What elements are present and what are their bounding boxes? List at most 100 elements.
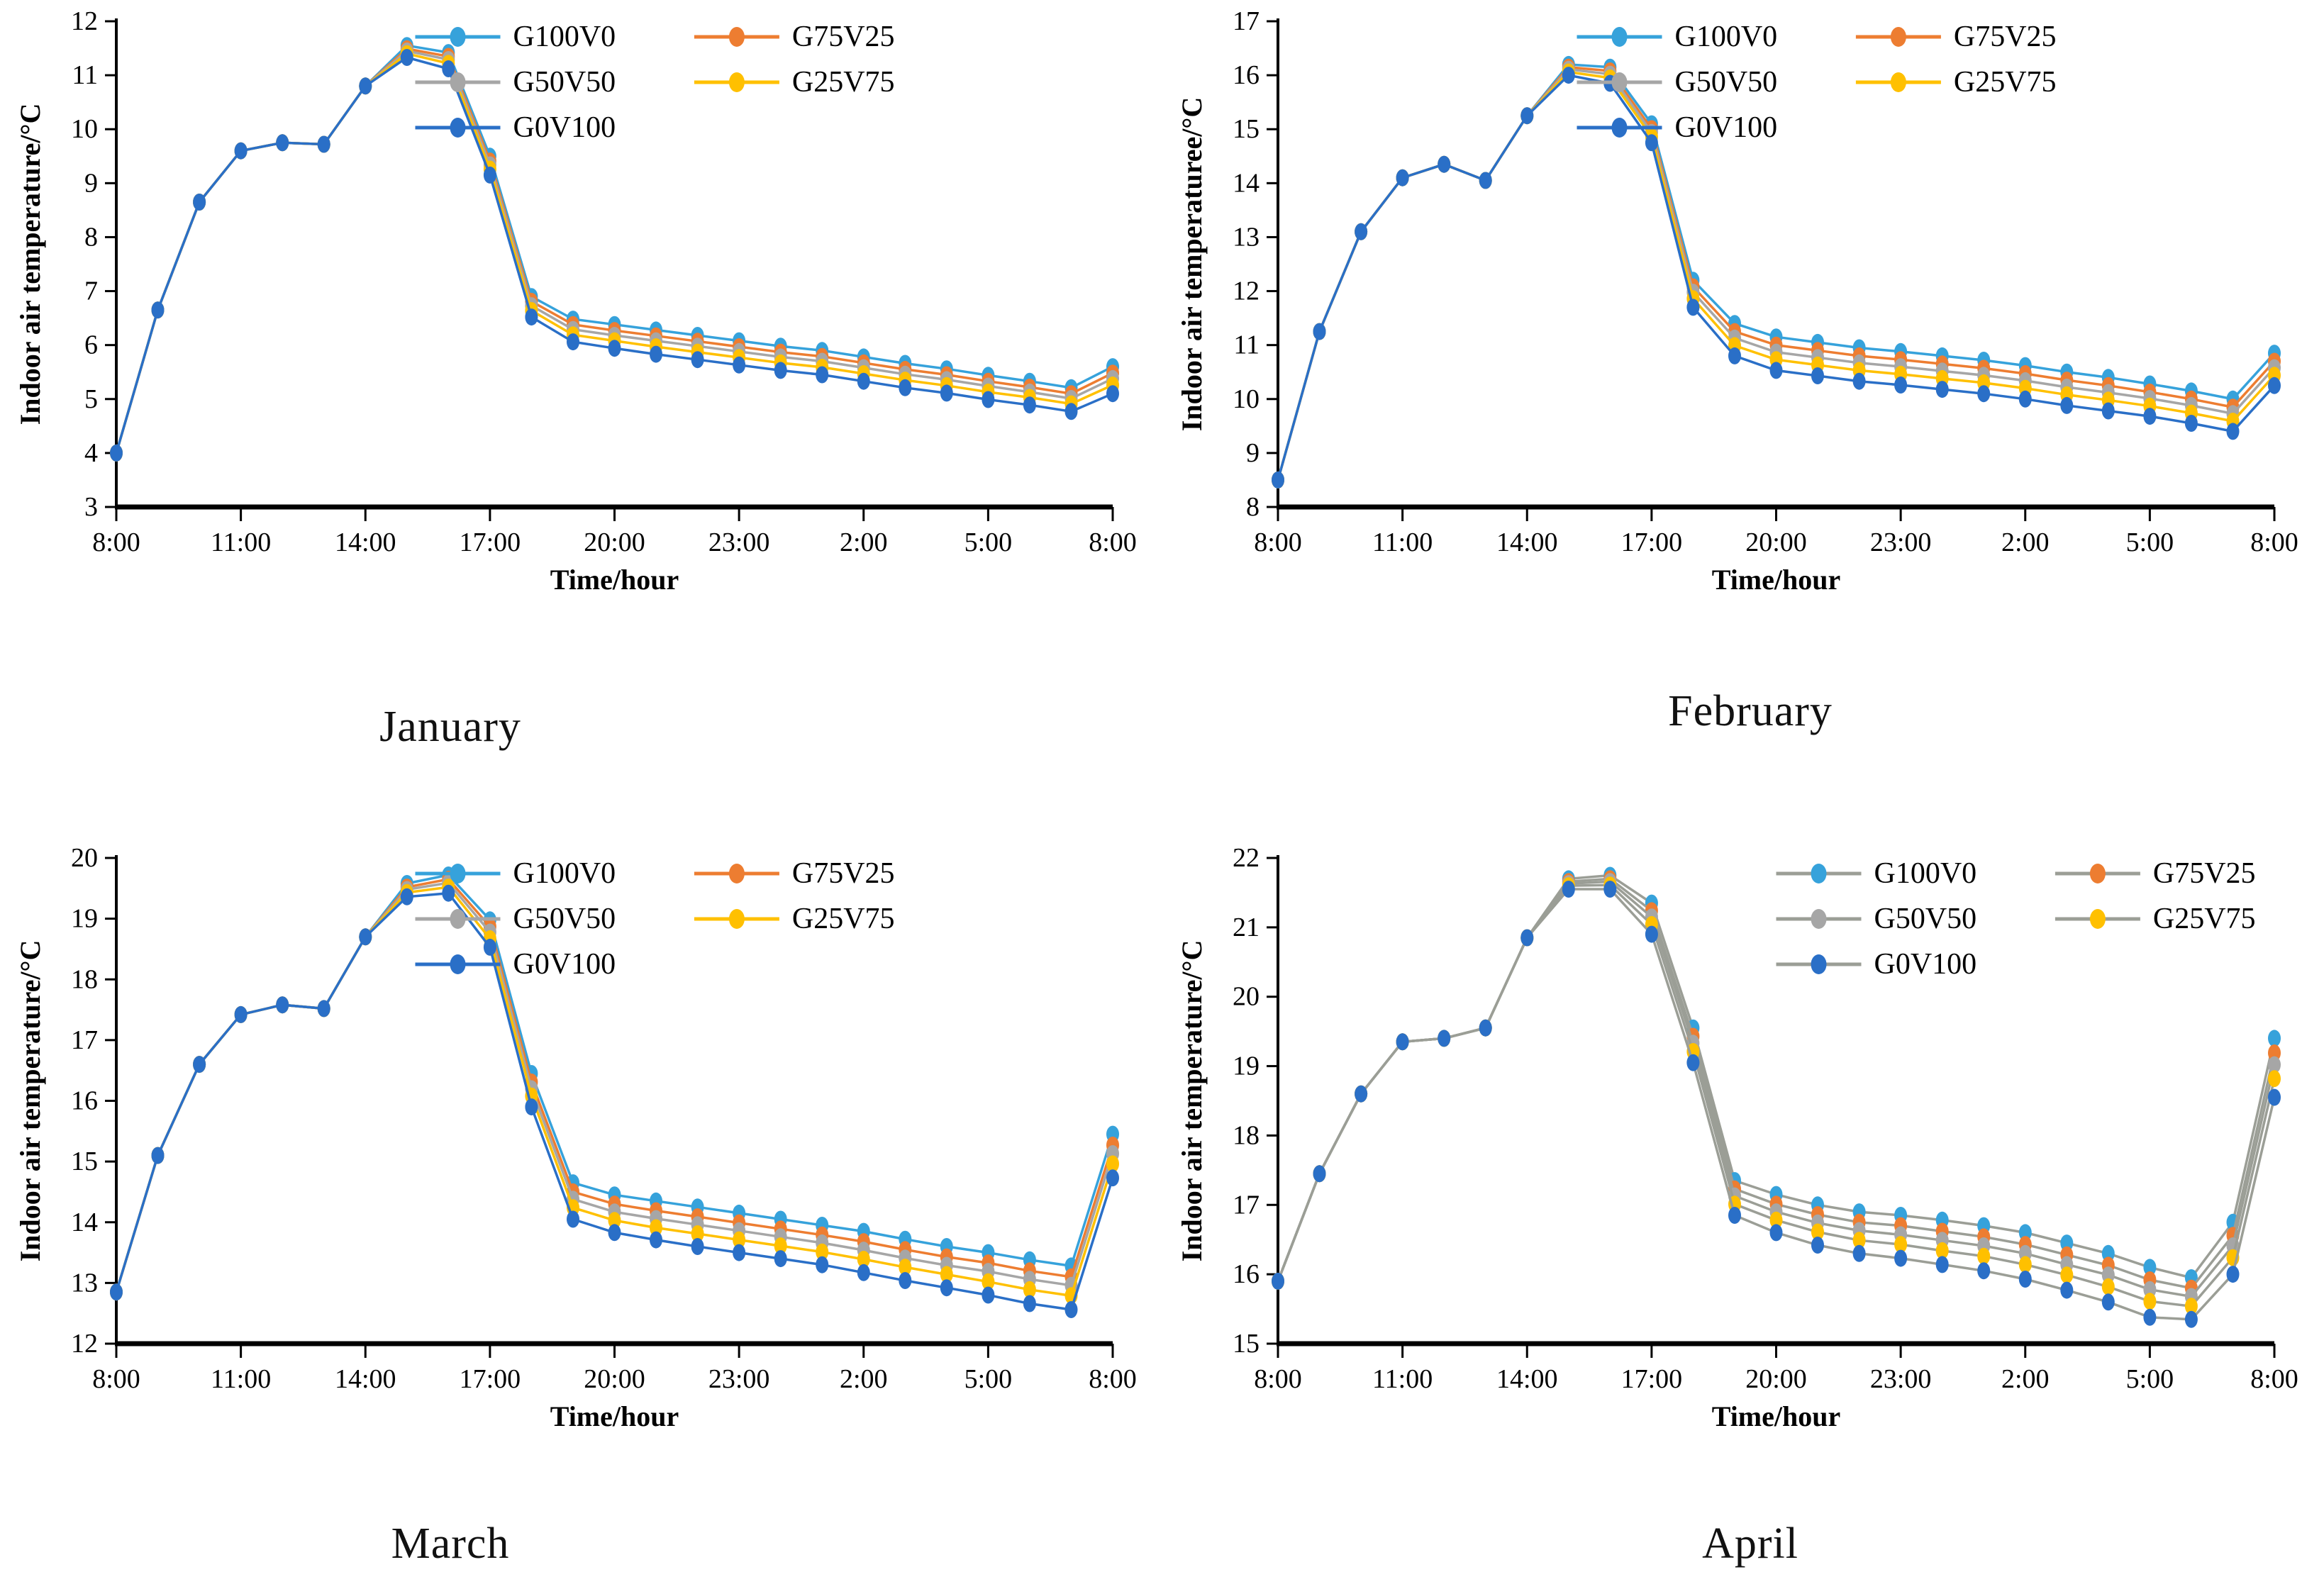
x-tick-label: 11:00 [1372, 1364, 1433, 1394]
data-point-G50V50 [2143, 1281, 2157, 1298]
chart-cell-january: 3 4 5 6 7 8 9 10 11 12 8:00 11:00 14:00 17:00 20:00 23:… [0, 0, 1162, 794]
legend-label: G0V100 [1874, 948, 1977, 981]
legend-marker [1811, 864, 1827, 883]
data-point-G0V100 [1064, 1301, 1078, 1318]
data-point-G0V100 [1645, 925, 1658, 943]
data-point-G0V100 [1852, 372, 1866, 390]
data-point-G0V100 [1438, 155, 1451, 173]
y-tick-label: 19 [71, 904, 98, 934]
data-point-G0V100 [1272, 1272, 1284, 1290]
data-point-G0V100 [1852, 1244, 1866, 1262]
data-point-G25V75 [1977, 1247, 1991, 1265]
data-point-G0V100 [1603, 881, 1617, 898]
y-tick-label: 12 [1233, 277, 1260, 306]
series-line-G75V25 [115, 47, 1113, 454]
data-point-G0V100 [1023, 1295, 1036, 1312]
y-tick-label: 13 [1233, 222, 1260, 252]
x-tick-label: 14:00 [1496, 528, 1558, 557]
data-point-G25V75 [2268, 1070, 2281, 1088]
y-tick-label: 16 [1233, 1259, 1260, 1289]
series-line-G100V0 [115, 44, 1113, 454]
legend-item-G0V100: G0V100 [415, 948, 616, 981]
series-line-G25V75 [1277, 883, 2276, 1308]
y-tick-label: 21 [1233, 913, 1260, 942]
y-axis-label: Indoor air temperature/°C [14, 940, 46, 1262]
data-point-G0V100 [982, 1286, 995, 1304]
data-point-G0V100 [2184, 415, 2198, 432]
data-point-G0V100 [1562, 67, 1575, 84]
legend-label: G25V75 [792, 66, 895, 99]
y-tick-label: 15 [71, 1147, 98, 1176]
x-axis-label: Time/hour [550, 564, 679, 596]
y-tick-label: 16 [71, 1086, 98, 1116]
data-point-G0V100 [2143, 408, 2157, 425]
y-tick-label: 5 [84, 384, 98, 414]
data-point-G0V100 [1396, 169, 1409, 186]
x-tick-label: 17:00 [1621, 528, 1683, 557]
data-point-G25V75 [1811, 1223, 1824, 1241]
data-point-G0V100 [733, 356, 746, 374]
chart-cell-march: 12 13 14 15 16 17 18 19 20 8:00 11:00 14:00 17:00 20:… [0, 794, 1162, 1589]
legend-item-G75V25: G75V25 [2055, 857, 2256, 890]
y-tick-label: 10 [71, 114, 98, 144]
data-point-G0V100 [2018, 1271, 2032, 1288]
y-tick-label: 20 [1233, 982, 1260, 1012]
y-tick-label: 15 [1233, 1329, 1260, 1359]
data-point-G0V100 [2143, 1308, 2157, 1326]
data-point-G0V100 [110, 444, 123, 462]
data-point-G25V75 [733, 1231, 746, 1249]
legend-label: G50V50 [513, 66, 616, 99]
data-point-G0V100 [400, 49, 413, 66]
legend-item-G25V75: G25V75 [694, 903, 895, 935]
data-point-G0V100 [442, 884, 455, 902]
legend-label: G75V25 [792, 21, 895, 53]
data-point-G0V100 [1645, 134, 1658, 152]
data-point-G100V0 [2101, 1244, 2115, 1262]
data-point-G0V100 [1355, 1085, 1368, 1103]
data-point-G0V100 [899, 379, 912, 396]
x-tick-label: 8:00 [1254, 528, 1302, 557]
data-point-G0V100 [1894, 377, 1908, 394]
data-point-G0V100 [1686, 299, 1700, 316]
data-point-G0V100 [1023, 396, 1036, 414]
data-point-G0V100 [567, 1210, 579, 1228]
x-tick-label: 5:00 [2126, 528, 2174, 557]
x-tick-label: 20:00 [584, 1364, 645, 1394]
y-tick-label: 14 [1233, 168, 1260, 198]
data-point-G0V100 [2101, 402, 2115, 420]
chart-title-march: March [391, 1520, 510, 1568]
data-point-G0V100 [1106, 385, 1119, 403]
data-point-G0V100 [733, 1244, 746, 1261]
data-point-G0V100 [525, 308, 538, 326]
x-tick-label: 20:00 [1745, 528, 1807, 557]
legend-marker [2089, 864, 2106, 883]
line-chart-january: 3 4 5 6 7 8 9 10 11 12 8:00 11:00 14:00 17:00 20:00 23:… [14, 6, 1137, 596]
legend-item-G0V100: G0V100 [1577, 111, 1777, 144]
legend-marker [1890, 72, 1906, 92]
x-axis-label: Time/hour [550, 1400, 679, 1432]
data-point-G0V100 [359, 928, 372, 946]
chart-title-january: January [379, 703, 521, 751]
legend-item-G100V0: G100V0 [1577, 21, 1777, 53]
data-point-G25V75 [1769, 1211, 1783, 1229]
y-tick-label: 16 [1233, 60, 1260, 90]
data-point-G25V75 [982, 1273, 995, 1290]
data-point-G0V100 [774, 362, 787, 379]
data-point-G0V100 [608, 340, 621, 357]
y-tick-label: 13 [71, 1268, 98, 1298]
legend-item-G100V0: G100V0 [415, 21, 616, 53]
data-point-G0V100 [483, 166, 496, 184]
legend-label: G50V50 [513, 903, 616, 935]
line-chart-april: 15 16 17 18 19 20 21 22 8:00 11:00 14:00 17:00 20:00… [1176, 843, 2298, 1432]
data-point-G25V75 [2143, 1293, 2157, 1310]
x-tick-label: 2:00 [840, 1364, 888, 1394]
x-tick-label: 23:00 [708, 1364, 770, 1394]
x-tick-label: 8:00 [92, 1364, 140, 1394]
data-point-G0V100 [317, 1000, 330, 1017]
data-point-G0V100 [1479, 1019, 1492, 1037]
data-point-G0V100 [691, 351, 704, 369]
y-tick-label: 11 [72, 60, 98, 90]
y-tick-label: 10 [1233, 384, 1260, 414]
data-point-G0V100 [816, 1256, 829, 1273]
data-point-G0V100 [774, 1250, 787, 1268]
